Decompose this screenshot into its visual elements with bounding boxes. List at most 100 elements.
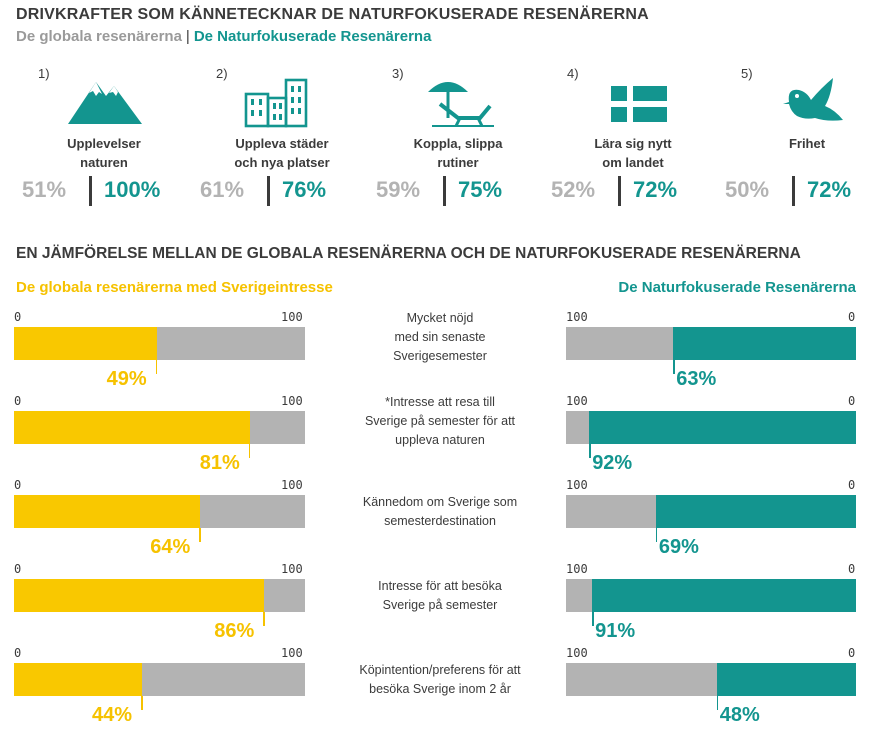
driver-4: 4) Lära sig nytt om landet 52% 72% (551, 66, 723, 216)
data-label-global: 64% (150, 536, 191, 558)
driver-target-pct: 72% (633, 177, 678, 202)
legend-target: De Naturfokuserade Resenärerna (618, 279, 856, 296)
driver-divider (792, 176, 795, 206)
category-label-line: Kännedom om Sverige som (362, 494, 518, 509)
driver-target-pct: 75% (458, 177, 503, 202)
driver-number: 1) (38, 66, 50, 81)
bar-target (655, 495, 856, 528)
bar-track-target (566, 579, 856, 612)
driver-global-pct: 52% (551, 177, 596, 202)
driver-global-pct: 50% (725, 177, 770, 202)
leader-line-target (589, 444, 591, 458)
driver-number: 5) (741, 66, 753, 81)
driver-label: Lära sig nytt om landet (563, 134, 703, 172)
data-label-global: 49% (106, 368, 147, 390)
leader-line-global (263, 612, 265, 626)
data-label-target: 48% (719, 704, 760, 726)
bar-target (592, 579, 856, 612)
legend-global: De globala resenärerna med Sverigeintres… (16, 279, 333, 296)
driver-1: 1) Upplevelser naturen 51% 100% (22, 66, 194, 216)
driver-label-line1: Upplevelser (67, 136, 141, 151)
bar-track-target (566, 663, 856, 696)
tick-label-zero-left: 0 (14, 394, 22, 408)
driver-label: Frihet (737, 134, 877, 153)
bar-target (716, 663, 856, 696)
tick-label-zero-right: 0 (848, 394, 856, 408)
driver-divider (267, 176, 270, 206)
driver-global-pct: 51% (22, 177, 67, 202)
category-label: Köpintention/preferens för att besöka Sve… (332, 661, 548, 699)
leader-line-global (155, 360, 158, 374)
driver-target-pct: 100% (104, 177, 161, 202)
data-label-target: 91% (595, 620, 636, 642)
data-label-target: 92% (592, 452, 633, 474)
tick-label-zero-left: 0 (14, 310, 22, 324)
data-label-global: 86% (214, 620, 255, 642)
leader-line-target (673, 360, 675, 374)
driver-label-line2: om landet (602, 155, 664, 170)
driver-number: 3) (392, 66, 404, 81)
bar-global (14, 579, 265, 612)
tick-label-hundred-right: 100 (566, 310, 588, 324)
tick-label-hundred-right: 100 (566, 562, 588, 576)
bar-track-global (14, 411, 305, 444)
category-label-line: Sverige på semester för att (364, 414, 516, 428)
bar-track-global (14, 495, 305, 528)
driver-label-line2: rutiner (437, 155, 479, 170)
bar-global (14, 327, 157, 360)
tick-label-zero-right: 0 (848, 646, 856, 660)
tick-label-zero-right: 0 (848, 562, 856, 576)
tick-label-hundred-right: 100 (566, 646, 588, 660)
subtitle-separator: | (185, 28, 190, 45)
tick-label-hundred-left: 100 (281, 646, 303, 660)
subtitle-target: De Naturfokuserade Resenärerna (193, 28, 432, 45)
data-label-target: 69% (658, 536, 699, 558)
leader-line-target (655, 528, 658, 542)
driver-label-line1: Frihet (788, 136, 826, 151)
bar-global (14, 495, 201, 528)
leader-line-target (716, 696, 719, 710)
driver-global-pct: 59% (376, 177, 421, 202)
driver-3: 3) Koppla, slippa rutiner 59% 75% (376, 66, 548, 216)
driver-divider (618, 176, 621, 206)
driver-5: 5) Frihet 50% 72% (725, 66, 882, 216)
swedish-flag-icon (611, 86, 667, 122)
driver-number: 2) (216, 66, 228, 81)
mountain-icon (68, 82, 142, 124)
driver-label-line1: Uppleva städer (235, 136, 329, 151)
tick-label-zero-left: 0 (14, 562, 22, 576)
category-label-line: Sverigesemester (393, 349, 487, 363)
driver-divider (89, 176, 92, 206)
leader-line-global (248, 444, 251, 458)
bar-global (14, 663, 143, 696)
bird-icon (783, 78, 843, 121)
category-label-line: *Intresse att resa till (385, 395, 495, 409)
driver-label-line2: naturen (80, 155, 128, 170)
driver-number: 4) (567, 66, 579, 81)
driver-label-line2: och nya platser (234, 155, 330, 170)
tick-label-hundred-left: 100 (281, 310, 303, 324)
tick-label-hundred-right: 100 (566, 394, 588, 408)
leader-line-target (592, 612, 594, 626)
bar-track-global (14, 579, 305, 612)
page-title: DRIVKRAFTER SOM KÄNNETECKNAR DE NATURFOK… (16, 6, 649, 23)
subtitle-global: De globala resenärerna (16, 28, 182, 45)
tick-label-hundred-right: 100 (566, 478, 588, 492)
category-label: *Intresse att resa till Sverige på semest… (332, 393, 548, 450)
category-label: Intresse för att besöka Sverige på semest… (332, 577, 548, 615)
bar-track-target (566, 327, 856, 360)
driver-divider (443, 176, 446, 206)
category-label-line: uppleva naturen (395, 433, 485, 447)
tick-label-zero-right: 0 (848, 478, 856, 492)
bar-global (14, 411, 250, 444)
bar-track-target (566, 495, 856, 528)
bar-target (589, 411, 856, 444)
leader-line-global (199, 528, 201, 542)
driver-label: Upplevelser naturen (34, 134, 174, 172)
driver-2: 2) Uppleva städer och nya platser 61% 76… (200, 66, 372, 216)
data-label-target: 63% (676, 368, 717, 390)
tick-label-hundred-left: 100 (281, 478, 303, 492)
data-label-global: 44% (92, 704, 133, 726)
bar-target (673, 327, 856, 360)
category-label-line: Intresse för att besöka (378, 578, 502, 593)
